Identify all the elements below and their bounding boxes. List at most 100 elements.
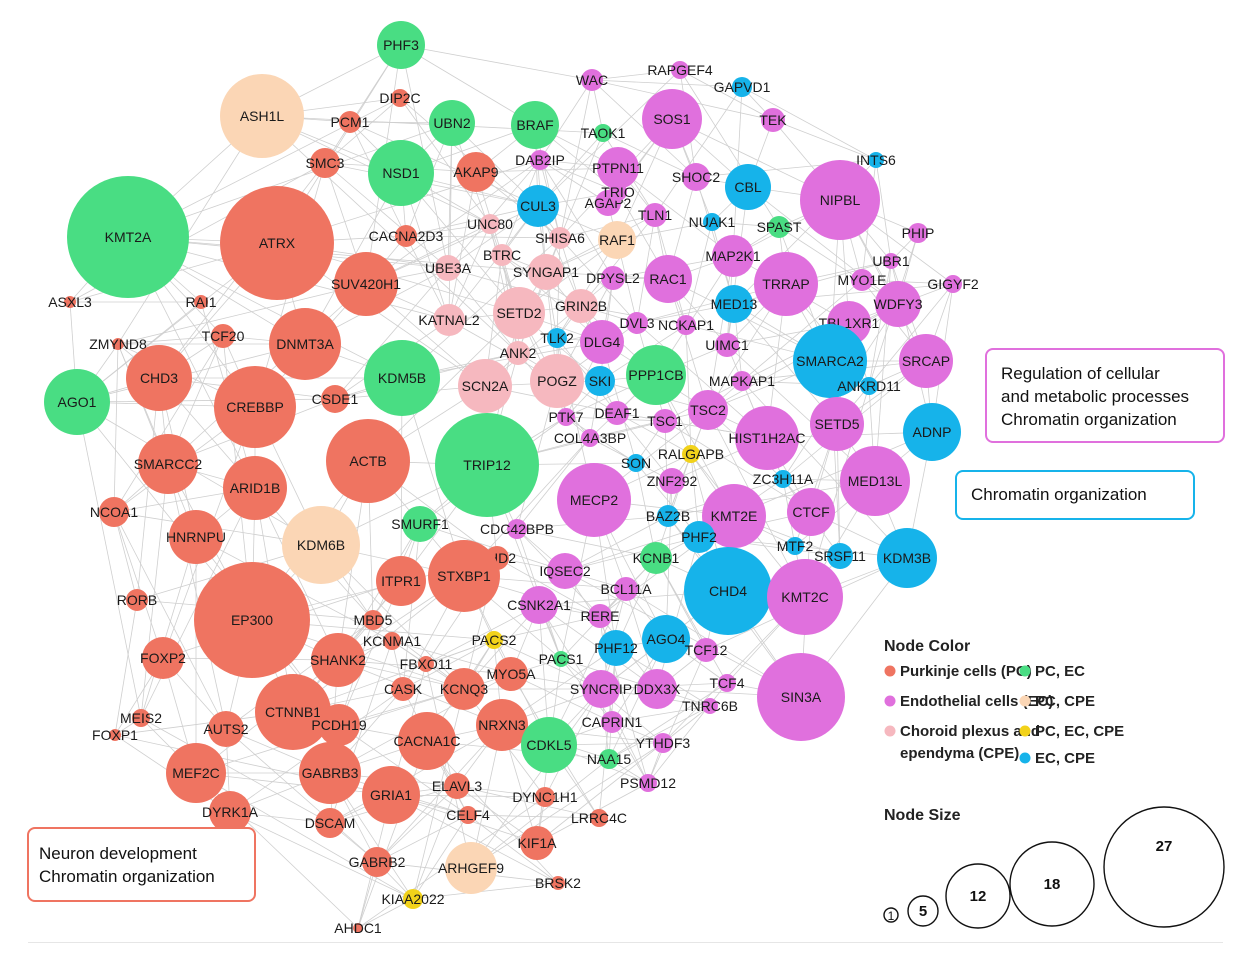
gene-node-dnmt3a: DNMT3A (269, 308, 341, 380)
gene-node-myo5a: MYO5A (486, 657, 536, 691)
gene-node-label: NIPBL (820, 192, 861, 208)
gene-node-circle (601, 266, 625, 290)
gene-node-circle (132, 709, 150, 727)
gene-node-phf2: PHF2 (681, 521, 717, 553)
network-edge (365, 159, 541, 285)
gene-node-circle (800, 160, 880, 240)
network-edge (707, 255, 734, 411)
gene-node-label: CASK (384, 681, 423, 697)
network-edge (338, 688, 465, 726)
network-edge (617, 167, 734, 257)
network-edge (391, 640, 512, 675)
gene-node-circle (684, 547, 772, 635)
gene-node-circle (875, 281, 921, 327)
gene-node-label: INTS6 (856, 152, 896, 168)
gene-node-label: DVL3 (619, 315, 654, 331)
gene-node-nckap1: NCKAP1 (658, 315, 714, 335)
gene-node-circle (339, 111, 361, 133)
gene-node-label: BTRC (483, 247, 521, 263)
gene-node-label: CACNA1C (394, 733, 461, 749)
gene-node-circle (326, 419, 410, 503)
gene-node-gapvd1: GAPVD1 (714, 77, 771, 97)
network-edge (580, 214, 656, 307)
gene-node-dip2c: DIP2C (379, 89, 421, 107)
network-edge (405, 205, 539, 237)
gene-node-label: ATRX (259, 235, 296, 251)
gene-node-pcm1: PCM1 (331, 111, 370, 133)
gene-node-label: BRAF (516, 117, 553, 133)
gene-node-circle (126, 589, 148, 611)
gene-node-btrc: BTRC (483, 244, 521, 266)
legend-label: Choroid plexus and (900, 723, 1040, 740)
gene-node-label: RAPGEF4 (647, 62, 713, 78)
gene-node-circle (255, 674, 331, 750)
gene-node-gigyf2: GIGYF2 (927, 275, 979, 293)
gene-node-circle (588, 604, 612, 628)
gene-node-phf3: PHF3 (377, 21, 425, 69)
gene-node-label: TRRAP (762, 276, 809, 292)
gene-node-circle (671, 61, 689, 79)
gene-node-kmt2e: KMT2E (702, 484, 766, 548)
gene-node-sos1: SOS1 (642, 89, 702, 149)
gene-node-label: SMURF1 (391, 516, 449, 532)
legend-item-pc-cpe: PC, CPE (1019, 693, 1095, 710)
gene-node-mapkap1: MAPKAP1 (709, 371, 775, 391)
gene-node-circle (547, 553, 583, 589)
gene-node-circle (860, 377, 878, 395)
network-edge (611, 721, 649, 784)
gene-node-circle (211, 324, 235, 348)
gene-node-ppp1cb: PPP1CB (626, 345, 686, 405)
gene-node-label: DIP2C (379, 90, 420, 106)
gene-node-dvl3: DVL3 (619, 312, 655, 334)
gene-node-circle (395, 225, 417, 247)
gene-node-ddx3x: DDX3X (634, 669, 681, 709)
gene-node-label: DEAF1 (594, 405, 639, 421)
network-edge (861, 279, 954, 285)
gene-node-circle (883, 253, 899, 269)
gene-node-circle (428, 540, 500, 612)
gene-node-circle (138, 434, 198, 494)
network-edge (113, 335, 224, 513)
gene-node-label: RERE (581, 608, 620, 624)
network-edge (113, 343, 119, 513)
gene-node-circle (774, 470, 792, 488)
gene-node-tek: TEK (759, 108, 787, 132)
gene-node-shisa6: SHISA6 (535, 227, 585, 249)
gene-node-circle (209, 791, 251, 833)
gene-node-circle (899, 334, 953, 388)
gene-node-ash1l: ASH1L (220, 74, 304, 158)
gene-node-mbd5: MBD5 (354, 610, 393, 630)
gene-node-ptk7: PTK7 (548, 408, 584, 426)
network-edge (647, 649, 707, 784)
network-edge (655, 453, 692, 559)
gene-node-label: CACNA2D3 (369, 228, 444, 244)
network-edge (324, 97, 401, 164)
gene-node-label: BRSK2 (535, 875, 581, 891)
legend-label: ependyma (CPE) (900, 745, 1019, 762)
gene-node-nrxn3: NRXN3 (476, 699, 528, 751)
gene-node-dyrk1a: DYRK1A (202, 791, 259, 833)
gene-node-label: SETD5 (814, 416, 859, 432)
node-size-legend: Node Size 1 5 12 18 27 (883, 806, 1225, 929)
legend-swatch (884, 725, 896, 737)
gene-node-gabrb2: GABRB2 (349, 847, 406, 877)
gene-node-deaf1: DEAF1 (594, 401, 640, 425)
gene-node-label: PHF12 (594, 640, 638, 656)
network-edge (548, 588, 627, 746)
gene-node-grin2b: GRIN2B (555, 289, 607, 323)
gene-node-ank2: ANK2 (500, 341, 536, 365)
network-edge (747, 186, 899, 305)
size-legend-circle-1: 1 (883, 907, 899, 923)
network-edge (539, 79, 593, 161)
network-edge (493, 639, 602, 690)
gene-node-actb: ACTB (326, 419, 410, 503)
annotation-line: and metabolic processes (1001, 387, 1190, 406)
gene-node-pacs2: PACS2 (472, 631, 517, 649)
gene-node-shank2: SHANK2 (310, 633, 366, 687)
gene-node-dab2ip: DAB2IP (515, 150, 565, 170)
gene-node-circle (364, 340, 440, 416)
gene-node-katnal2: KATNAL2 (418, 304, 480, 336)
gene-node-elavl3: ELAVL3 (432, 773, 482, 799)
gene-node-label: DPYSL2 (586, 270, 640, 286)
gene-node-label: PACS2 (472, 632, 517, 648)
